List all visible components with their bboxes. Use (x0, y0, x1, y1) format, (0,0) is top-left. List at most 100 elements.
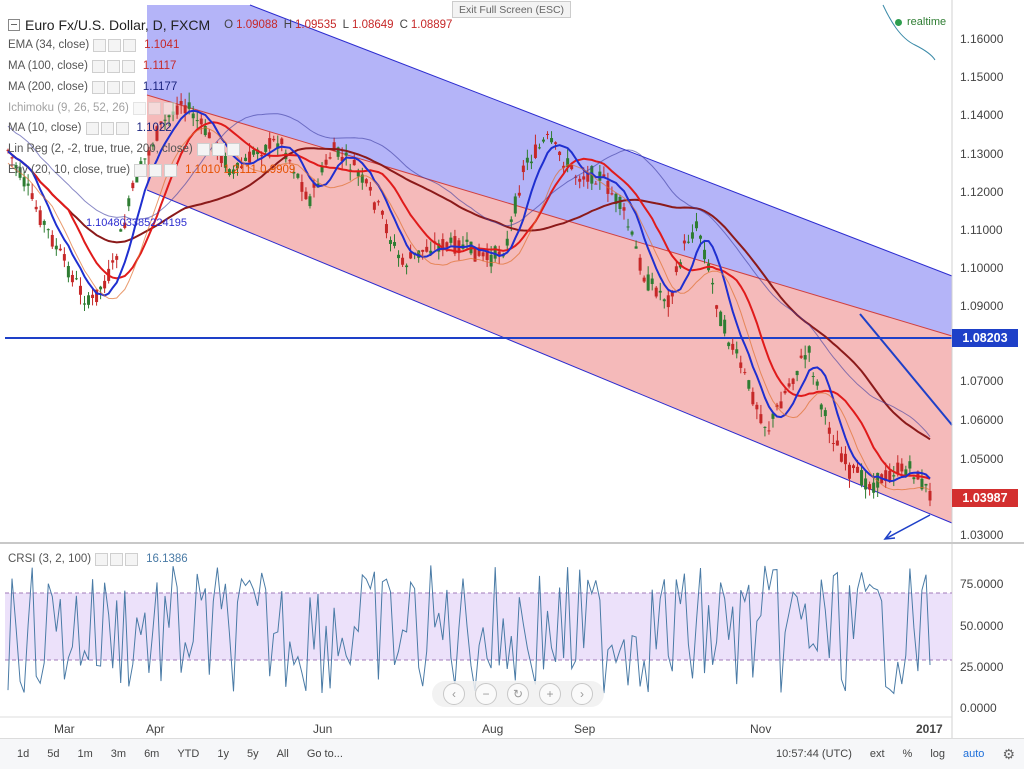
candle-body (223, 156, 227, 168)
indicator-label[interactable]: MA (100, close) (8, 60, 88, 72)
close-icon[interactable] (226, 142, 240, 156)
realtime-indicator: realtime (895, 16, 946, 28)
visibility-toggle-icon[interactable] (85, 121, 99, 135)
crsi-tick-label: 25.0000 (960, 660, 1004, 674)
scroll-left-icon[interactable]: ‹ (443, 683, 465, 705)
candle-body (908, 461, 912, 469)
scale-button[interactable]: % (902, 748, 913, 760)
scroll-right-icon[interactable]: › (571, 683, 593, 705)
candle-body (554, 142, 558, 144)
price-tick-label: 1.14000 (960, 108, 1004, 122)
clock-readout[interactable]: 10:57:44 (UTC) (776, 748, 852, 760)
settings-gear-icon[interactable] (106, 59, 120, 73)
visibility-toggle-icon[interactable] (93, 38, 107, 52)
settings-gear-icon[interactable] (211, 142, 225, 156)
candle-body (425, 246, 429, 252)
range-button[interactable]: 1y (217, 748, 229, 760)
range-button[interactable]: 5y (246, 748, 259, 760)
indicator-row[interactable]: MA (200, close) 1.1177 (8, 79, 177, 95)
close-icon[interactable] (162, 101, 176, 115)
goto-button[interactable]: Go to... (306, 748, 343, 760)
candle-body (66, 265, 70, 278)
candle-body (711, 282, 715, 285)
range-buttons: 1d 5d 1m 3m 6m YTD 1y 5y All (8, 743, 298, 765)
candle-body (78, 285, 82, 295)
candle-body (203, 125, 207, 136)
arrow-head-icon (883, 530, 896, 540)
candle-body (646, 274, 650, 291)
indicator-label[interactable]: Env (20, 10, close, true) (8, 164, 131, 176)
zoom-out-icon[interactable]: − (475, 683, 497, 705)
close-icon[interactable] (121, 59, 135, 73)
symbol-title[interactable]: Euro Fx/U.S. Dollar, D, FXCM (25, 17, 211, 33)
settings-gear-icon[interactable] (110, 552, 124, 566)
gear-icon[interactable]: ⚙ (1002, 745, 1015, 762)
scale-button[interactable]: log (930, 748, 946, 760)
close-icon[interactable] (123, 38, 137, 52)
zoom-in-icon[interactable]: + (539, 683, 561, 705)
close-icon[interactable] (125, 552, 139, 566)
indicator-row[interactable]: Lin Reg (2, -2, true, true, 200, close) (8, 141, 242, 157)
candle-body (703, 249, 707, 260)
range-button[interactable]: 3m (110, 748, 127, 760)
candle-body (630, 231, 634, 235)
close-icon[interactable] (115, 121, 129, 135)
candle-body (598, 171, 602, 181)
settings-gear-icon[interactable] (106, 80, 120, 94)
scale-button[interactable]: ext (869, 748, 885, 760)
candle-body (550, 138, 554, 143)
indicator-label[interactable]: Ichimoku (9, 26, 52, 26) (8, 102, 129, 114)
candle-body (835, 440, 839, 446)
candle-body (352, 159, 356, 166)
candle-body (449, 237, 453, 243)
indicator-label[interactable]: MA (10, close) (8, 122, 82, 134)
minus-square-icon[interactable] (8, 19, 20, 31)
indicator-label[interactable]: MA (200, close) (8, 81, 88, 93)
visibility-toggle-icon[interactable] (134, 163, 148, 177)
candle-body (622, 207, 626, 211)
candle-body (103, 280, 107, 289)
range-button[interactable]: 1m (77, 748, 93, 760)
candle-body (739, 362, 743, 368)
candle-body (151, 145, 155, 147)
reset-icon[interactable]: ↻ (507, 683, 529, 705)
settings-gear-icon[interactable] (108, 38, 122, 52)
indicator-row[interactable]: MA (10, close) 1.1022 (8, 120, 172, 136)
close-icon[interactable] (164, 163, 178, 177)
candle-body (799, 355, 803, 358)
price-tag: 1.08203 (952, 329, 1018, 347)
price-tick-label: 1.15000 (960, 70, 1004, 84)
scale-button[interactable]: auto (963, 748, 985, 760)
candle-body (924, 483, 928, 486)
range-button[interactable]: 5d (47, 748, 60, 760)
indicator-row[interactable]: Ichimoku (9, 26, 52, 26) (8, 100, 178, 116)
indicator-label[interactable]: Lin Reg (2, -2, true, true, 200, close) (8, 143, 193, 155)
visibility-toggle-icon[interactable] (95, 552, 109, 566)
price-tag: 1.03987 (952, 489, 1018, 507)
visibility-toggle-icon[interactable] (91, 80, 105, 94)
range-button[interactable]: 6m (144, 748, 160, 760)
close-icon[interactable] (121, 80, 135, 94)
exit-fullscreen-button[interactable]: Exit Full Screen (ESC) (452, 1, 572, 18)
crsi-value: 16.1386 (146, 553, 188, 565)
visibility-toggle-icon[interactable] (196, 142, 210, 156)
indicator-label[interactable]: EMA (34, close) (8, 39, 90, 51)
visibility-toggle-icon[interactable] (132, 101, 146, 115)
candle-body (811, 375, 815, 377)
indicator-row[interactable]: Env (20, 10, close, true) 1.1010 1.2111 0… (8, 162, 295, 178)
candle-body (123, 222, 127, 228)
time-tick-label: Aug (482, 722, 504, 736)
crsi-label[interactable]: CRSI (3, 2, 100) (8, 553, 92, 565)
range-button[interactable]: YTD (177, 748, 200, 760)
candle-body (884, 470, 888, 482)
range-button[interactable]: 1d (17, 748, 30, 760)
indicator-row[interactable]: MA (100, close) 1.1117 (8, 58, 176, 74)
settings-gear-icon[interactable] (100, 121, 114, 135)
settings-gear-icon[interactable] (147, 101, 161, 115)
settings-gear-icon[interactable] (149, 163, 163, 177)
candle-body (183, 105, 187, 114)
visibility-toggle-icon[interactable] (91, 59, 105, 73)
indicator-row[interactable]: EMA (34, close) 1.1041 (8, 37, 179, 53)
range-button[interactable]: All (276, 748, 289, 760)
